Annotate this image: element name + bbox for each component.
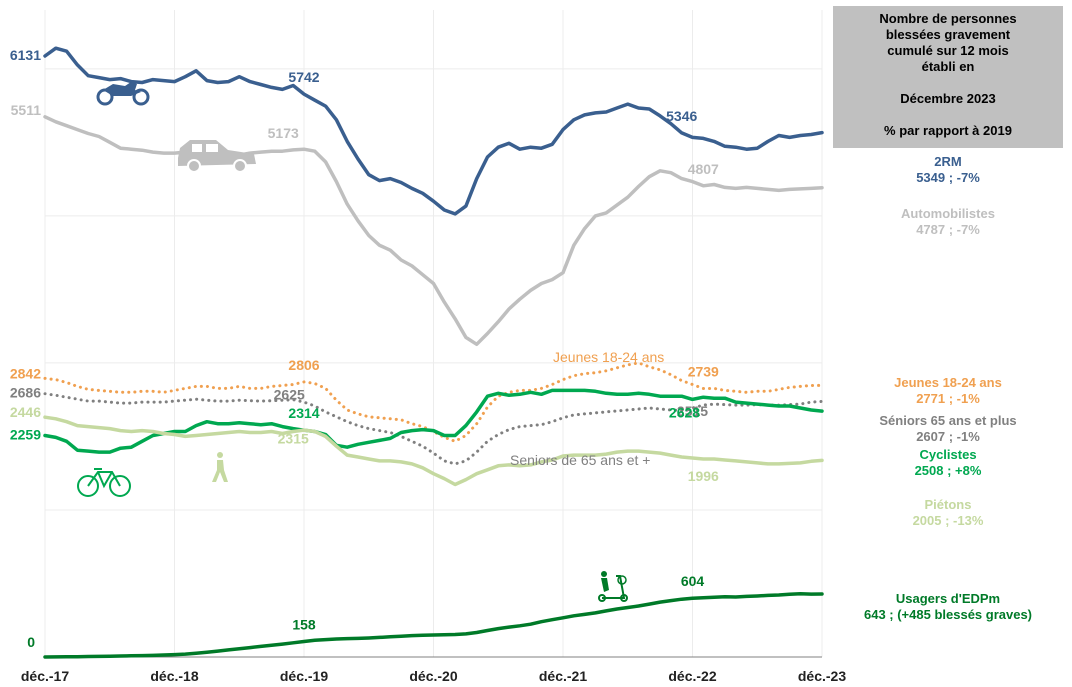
x-tick-label: déc.-22 [668,668,716,684]
legend-detail: 2508 ; +8% [914,463,982,478]
legend-2rm: 2RM 5349 ; -7% [833,154,1063,186]
x-tick-label: déc.-17 [21,668,69,684]
info-line: Décembre 2023 [900,91,996,106]
data-label-2rm: 5742 [288,69,319,85]
legend-name: Automobilistes [901,206,995,221]
data-label-edpm: 0 [27,634,35,650]
data-label-auto: 4807 [688,161,719,177]
series-line-edpm [43,592,824,659]
data-label-auto: 5173 [268,125,299,141]
legend-detail: 643 ; (+485 blessés graves) [863,607,1033,622]
legend-jeunes: Jeunes 18-24 ans 2771 ; -1% [833,375,1063,407]
scooter-icon [598,571,628,602]
data-label-pietons: 2315 [278,431,309,447]
data-label-2rm: 6131 [10,47,41,63]
info-line: cumulé sur 12 mois [887,43,1009,58]
data-label-cyclistes: 2628 [669,404,700,420]
legend-detail: 4787 ; -7% [916,222,980,237]
legend-detail: 2607 ; -1% [916,429,980,444]
legend-name: Jeunes 18-24 ans [894,375,1002,390]
data-label-seniors: 2515 [677,403,708,419]
info-line [833,75,1063,91]
data-label-auto: 5511 [11,102,42,118]
info-line: % par rapport à 2019 [884,123,1012,138]
data-label-jeunes: 2842 [10,365,41,381]
x-tick-label: déc.-19 [280,668,328,684]
info-line [833,107,1063,123]
legend-name: Séniors 65 ans et plus [879,413,1017,428]
grid [44,10,823,658]
series-line-2rm [43,46,824,216]
legend-cyclistes: Cyclistes 2508 ; +8% [833,447,1063,479]
x-tick-label: déc.-18 [150,668,198,684]
labels-layer: 6131 5742 5346 5511 5173 4807 2842 2806 2739 2686… [10,47,719,650]
data-label-seniors: 2625 [274,387,305,403]
data-label-cyclistes: 2314 [288,405,319,421]
legend-detail: 2005 ; -13% [912,513,984,528]
x-tick-label: déc.-21 [539,668,587,684]
bicycle-icon [77,468,131,497]
x-axis: déc.-17 déc.-18 déc.-19 déc.-20 déc.-21 déc.-… [21,668,846,684]
legend-edpm: Usagers d'EDPm 643 ; (+485 blessés grave… [833,591,1063,623]
info-line: établi en [921,59,975,74]
legend-detail: 2771 ; -1% [916,391,980,406]
info-line: Nombre de personnes [879,11,1017,26]
series-layer [43,46,824,659]
legend-name: Cyclistes [919,447,977,462]
data-label-seniors: 2686 [10,385,41,401]
motorcycle-icon [96,82,150,106]
legend-pietons: Piétons 2005 ; -13% [833,497,1063,529]
data-label-pietons: 1996 [688,468,719,484]
series-line-jeunes [43,361,824,443]
series-line-seniors [43,392,824,466]
data-label-edpm: 158 [292,617,316,633]
legend-detail: 5349 ; -7% [916,170,980,185]
data-label-jeunes: 2806 [288,357,319,373]
x-tick-label: déc.-23 [798,668,846,684]
data-label-edpm: 604 [681,573,705,589]
car-icon [178,140,256,173]
series-line-pietons [43,415,824,487]
series-line-auto [43,115,824,347]
data-label-jeunes: 2739 [688,363,719,379]
info-line: blessées gravement [885,27,1011,42]
pedestrian-icon [212,452,228,482]
legend-name: Usagers d'EDPm [895,591,1001,606]
data-label-pietons: 2446 [10,404,41,420]
legend-auto: Automobilistes 4787 ; -7% [833,206,1063,238]
legend-seniors: Séniors 65 ans et plus 2607 ; -1% [833,413,1063,445]
legend-name: 2RM [934,154,962,169]
data-label-cyclistes: 2259 [10,427,41,443]
info-box: Nombre de personnes blessées gravement c… [833,6,1063,148]
legend-name: Piétons [924,497,972,512]
x-tick-label: déc.-20 [409,668,457,684]
series-line-cyclistes [43,388,824,454]
data-label-2rm: 5346 [666,108,697,124]
annotation-jeunes: Jeunes 18-24 ans [553,349,664,365]
annotation-seniors: Seniors de 65 ans et + [510,452,651,468]
